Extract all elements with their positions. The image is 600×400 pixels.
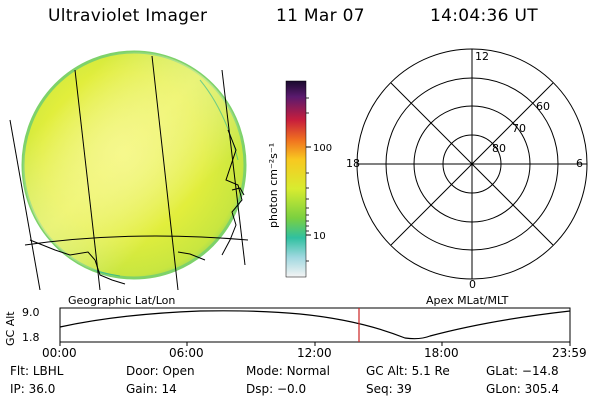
status-gc-alt: GC Alt: 5.1 Re: [366, 364, 450, 378]
mlt-label-6: 6: [576, 157, 583, 170]
mlat-label-80: 80: [492, 142, 506, 155]
xtick-1200: 12:00: [297, 346, 332, 360]
altitude-curve: [59, 310, 571, 340]
mlat-label-70: 70: [512, 122, 526, 135]
ytick-top: 9.0: [22, 306, 40, 319]
orbit-ylabel: GC Alt: [4, 311, 17, 346]
xtick-2359: 23:59: [552, 346, 587, 360]
mlt-label-18: 18: [346, 157, 360, 170]
lat-lon-grid: [9, 55, 249, 290]
time-label: 14:04:36 UT: [430, 6, 538, 26]
xtick-0600: 06:00: [169, 346, 204, 360]
mlat-label-60: 60: [536, 100, 550, 113]
status-mode: Mode: Normal: [246, 364, 330, 378]
colorbar: 100 10 photon cm⁻²s⁻¹: [267, 80, 332, 278]
polar-panel-label: Apex MLat/MLT: [426, 294, 509, 307]
polar-mlat-mlt-grid: 12 18 6 0 60 70 80: [346, 48, 588, 290]
ytick-bottom: 1.8: [22, 331, 40, 344]
geographic-panel-label: Geographic Lat/Lon: [68, 294, 176, 307]
status-seq: Seq: 39: [366, 382, 412, 396]
mlt-label-12: 12: [475, 50, 489, 63]
status-dsp: Dsp: −0.0: [246, 382, 307, 396]
geographic-image-panel: [9, 50, 249, 290]
status-glon: GLon: 305.4: [486, 382, 559, 396]
date-label: 11 Mar 07: [276, 6, 365, 26]
instrument-title: Ultraviolet Imager: [48, 6, 208, 26]
colorbar-tick-100: 100: [313, 143, 332, 154]
orbit-altitude-plot: 9.0 1.8 GC Alt: [4, 306, 571, 346]
status-door: Door: Open: [126, 364, 195, 378]
status-gain: Gain: 14: [126, 382, 177, 396]
colorbar-unit-label: photon cm⁻²s⁻¹: [267, 143, 280, 228]
coastline-outline: [29, 129, 245, 285]
xtick-1800: 18:00: [424, 346, 459, 360]
status-filter: Flt: LBHL: [10, 364, 64, 378]
status-glat: GLat: −14.8: [486, 364, 559, 378]
xtick-0000: 00:00: [42, 346, 77, 360]
colorbar-tick-10: 10: [313, 231, 326, 242]
mlt-label-0: 0: [469, 278, 476, 290]
status-ip: IP: 36.0: [10, 382, 56, 396]
